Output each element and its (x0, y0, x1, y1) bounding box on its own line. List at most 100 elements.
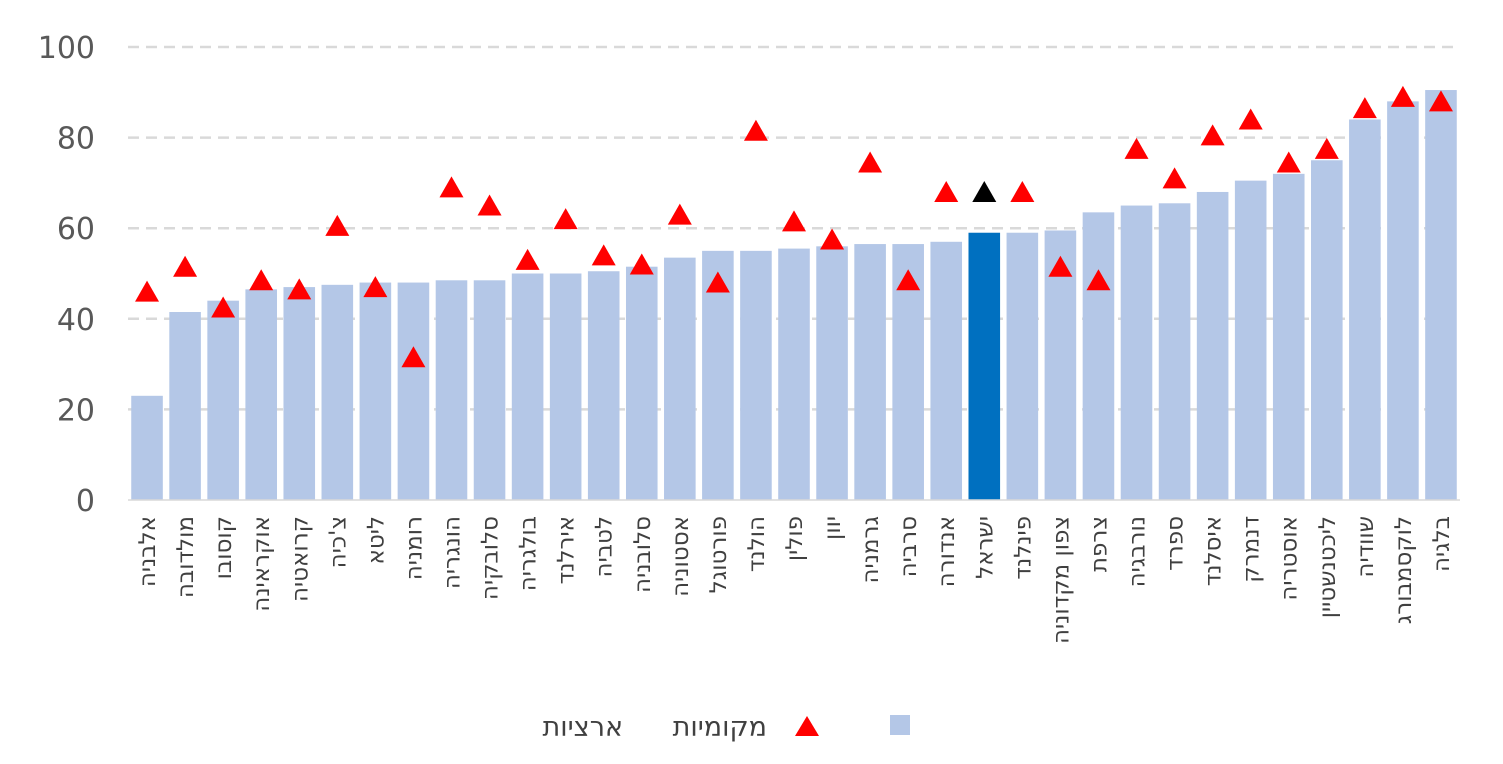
x-tick-label: צפון מקדוניה (1048, 516, 1074, 644)
bar (1158, 203, 1191, 500)
x-tick-label: נורבגיה (1125, 516, 1151, 587)
bar (283, 287, 316, 500)
bar (930, 241, 963, 501)
marker-triangle (1048, 255, 1073, 277)
x-tick-label: דנמרק (1239, 516, 1265, 583)
bar (473, 280, 506, 500)
x-tick-label: אסטוניה (668, 516, 694, 597)
x-tick-label: פינלנד (1010, 516, 1036, 580)
bar (359, 282, 392, 500)
marker-triangle (325, 214, 350, 236)
bar (968, 232, 1001, 501)
marker-triangle (173, 255, 198, 277)
x-tick-label: הולנד (744, 516, 770, 572)
x-tick-label: בולגריה (516, 516, 542, 591)
x-tick-label: ישראל (972, 516, 998, 579)
marker-triangle (553, 208, 578, 230)
y-tick-label: 0 (76, 484, 95, 519)
bar (1006, 232, 1039, 501)
bar (321, 284, 354, 500)
marker-triangle (705, 271, 730, 293)
marker-triangle (896, 269, 921, 291)
marker-triangle (363, 276, 388, 298)
x-tick-label: מולדובה (173, 516, 199, 598)
bar (169, 312, 201, 500)
x-tick-label: יוון (820, 516, 846, 540)
x-tick-label: אוקראינה (249, 516, 275, 612)
bar (740, 250, 772, 500)
x-tick-label: סלובניה (630, 516, 656, 593)
marker-triangle (743, 119, 768, 141)
x-tick-label: ספרד (1163, 516, 1189, 571)
bar-series (131, 90, 1457, 501)
bar (549, 273, 582, 500)
bar (1196, 191, 1229, 500)
x-tick-label: לטביה (592, 516, 618, 577)
bar (625, 266, 658, 500)
bar (1082, 212, 1115, 500)
marker-triangle (858, 151, 883, 173)
x-axis-ticks: אלבניה מולדובה קוסובו אוקראינה קרואטיה צ'כיה ל… (135, 516, 1455, 644)
bar (397, 282, 430, 500)
marker-triangle (1086, 269, 1111, 291)
marker-triangle (135, 280, 160, 302)
y-tick-label: 60 (57, 212, 95, 247)
marker-triangle (211, 296, 236, 318)
x-tick-label: לוקסמבורג (1391, 516, 1417, 624)
y-tick-label: 20 (57, 393, 95, 428)
marker-triangle (1200, 124, 1225, 146)
legend-swatch-bars (890, 715, 910, 735)
marker-triangle (401, 346, 426, 368)
marker-triangle (1314, 137, 1339, 159)
x-tick-label: פולין (782, 516, 808, 561)
marker-triangle (1238, 108, 1263, 130)
y-axis-ticks: 0 20 40 60 80 100 (38, 31, 95, 519)
marker-triangle (1124, 137, 1149, 159)
marker-triangle (439, 176, 464, 198)
x-tick-label: קרואטיה (287, 516, 313, 602)
bar (664, 257, 696, 500)
bar (1425, 90, 1457, 500)
bar (854, 244, 886, 500)
x-tick-label: ליכטנשטיין (1315, 516, 1341, 618)
x-tick-label: איסלנד (1201, 516, 1227, 586)
x-tick-label: אנדורה (934, 516, 960, 587)
marker-series (135, 85, 1453, 368)
bar (245, 289, 277, 500)
legend: מקומיות ארציות (543, 712, 910, 743)
x-tick-label: גרמניה (858, 516, 884, 583)
legend-swatch-markers (795, 716, 819, 736)
bar (1272, 173, 1305, 500)
marker-triangle (591, 244, 616, 266)
bar (1120, 205, 1153, 501)
x-tick-label: צ'כיה (325, 516, 351, 568)
marker-triangle (934, 180, 959, 202)
bar (511, 273, 544, 500)
legend-label-bars: מקומיות (673, 712, 767, 743)
marker-triangle (782, 210, 806, 232)
bar (587, 271, 620, 500)
marker-triangle (1352, 97, 1377, 119)
marker-triangle (972, 180, 997, 202)
bar (1311, 160, 1343, 500)
marker-triangle (1010, 180, 1035, 202)
bar (131, 395, 163, 500)
y-tick-label: 40 (57, 303, 95, 338)
x-tick-label: אוסטריה (1277, 516, 1303, 601)
x-tick-label: הונגריה (439, 516, 465, 589)
marker-triangle (249, 269, 274, 291)
x-tick-label: צרפת (1086, 516, 1112, 572)
x-tick-label: קוסובו (211, 516, 237, 579)
bar (778, 248, 810, 500)
marker-triangle (1162, 167, 1187, 189)
marker-triangle (477, 194, 502, 216)
marker-triangle (629, 253, 654, 275)
bar (816, 246, 848, 500)
x-tick-label: בלגיה (1429, 516, 1455, 572)
x-tick-label: אלבניה (135, 516, 161, 587)
x-tick-label: סלובקיה (478, 516, 504, 600)
marker-triangle (1428, 90, 1453, 112)
x-tick-label: סרביה (896, 516, 922, 577)
y-tick-label: 80 (57, 122, 95, 157)
